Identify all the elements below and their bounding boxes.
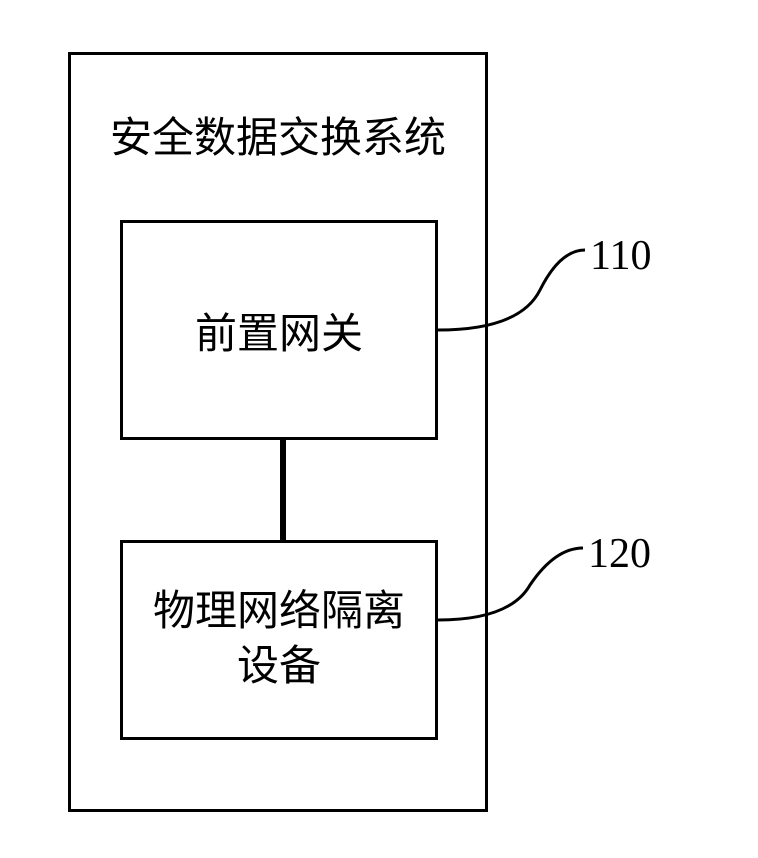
- leader-line-120: [0, 0, 758, 858]
- callout-label-120: 120: [588, 530, 651, 578]
